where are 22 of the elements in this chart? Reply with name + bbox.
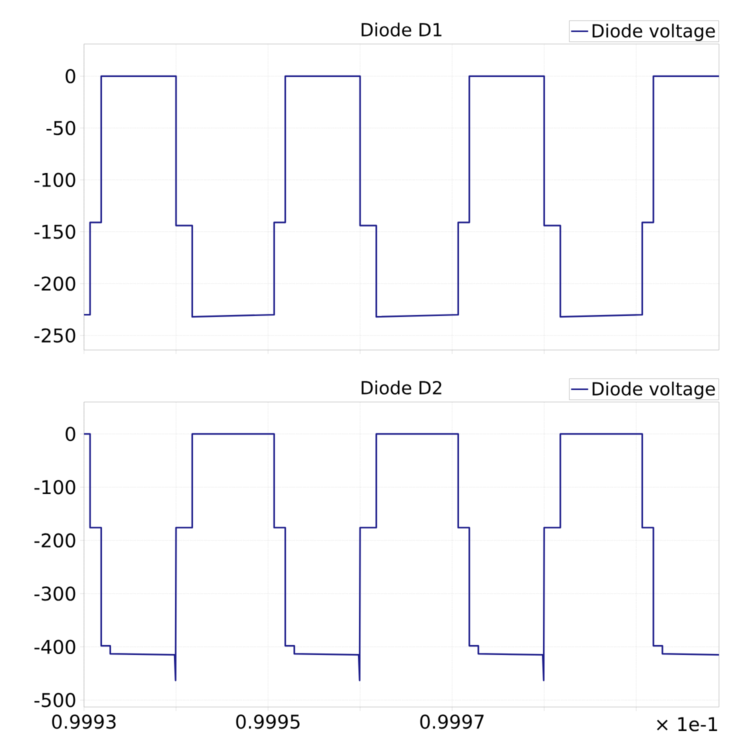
text: × 1e-1 <box>656 717 718 732</box>
y-tick-label: -400 <box>34 640 76 654</box>
y-tick-label: 0 <box>66 69 76 84</box>
chart-title: Diode D1 <box>362 22 442 36</box>
y-tick-label: -200 <box>34 276 76 291</box>
legend-label: Diode voltage <box>592 24 715 42</box>
y-tick-label: -200 <box>34 533 76 548</box>
x-tick-label: 0.9993 <box>52 714 116 729</box>
y-tick-label: -300 <box>34 586 76 601</box>
y-tick-label: -100 <box>34 172 76 188</box>
line-series <box>83 433 720 682</box>
legend-label: Diode voltage <box>592 382 715 400</box>
line-series <box>83 75 720 318</box>
y-tick-label: -100 <box>34 480 76 494</box>
y-tick-label: -150 <box>34 224 76 239</box>
y-tick-label: -250 <box>34 328 76 343</box>
chart-title: Diode D2 <box>362 380 442 394</box>
x-tick-label: 0.9997 <box>420 714 484 729</box>
x-tick-label: 0.9995 <box>236 714 300 729</box>
y-tick-label: 0 <box>66 426 76 442</box>
y-tick-label: -50 <box>46 120 76 136</box>
y-tick-label: -500 <box>34 692 76 708</box>
